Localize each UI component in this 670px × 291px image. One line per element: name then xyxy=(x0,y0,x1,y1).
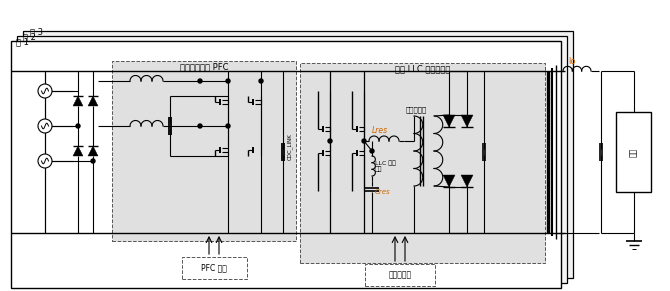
Circle shape xyxy=(362,139,366,143)
Circle shape xyxy=(38,84,52,98)
Text: 相 3: 相 3 xyxy=(30,27,43,36)
Text: CDC_LINK: CDC_LINK xyxy=(287,134,293,160)
Text: 单向 LLC 全桥转换器: 单向 LLC 全桥转换器 xyxy=(395,64,450,73)
Text: 电池: 电池 xyxy=(629,147,638,157)
Circle shape xyxy=(259,79,263,83)
Text: 相 2: 相 2 xyxy=(23,32,36,41)
Polygon shape xyxy=(443,175,455,187)
Text: LLC 储能
电路: LLC 储能 电路 xyxy=(375,160,396,172)
Polygon shape xyxy=(73,146,83,156)
Polygon shape xyxy=(73,96,83,106)
Text: 相 1: 相 1 xyxy=(16,37,29,46)
Circle shape xyxy=(91,159,95,163)
Polygon shape xyxy=(461,115,473,127)
Circle shape xyxy=(198,79,202,83)
Circle shape xyxy=(226,79,230,83)
Bar xyxy=(17,36,567,283)
Circle shape xyxy=(328,139,332,143)
Text: Cres: Cres xyxy=(375,189,391,195)
Text: Lres: Lres xyxy=(372,126,388,135)
Text: 隔离变压器: 隔离变压器 xyxy=(406,106,427,113)
Circle shape xyxy=(38,154,52,168)
Circle shape xyxy=(198,124,202,128)
Bar xyxy=(11,41,561,288)
Circle shape xyxy=(370,149,374,153)
Text: 初级侧门控: 初级侧门控 xyxy=(389,271,411,279)
Bar xyxy=(300,63,545,263)
Text: lo: lo xyxy=(568,57,576,66)
Circle shape xyxy=(76,124,80,128)
Circle shape xyxy=(38,119,52,133)
Polygon shape xyxy=(88,146,98,156)
Circle shape xyxy=(226,124,230,128)
Text: PFC 控制: PFC 控制 xyxy=(201,263,227,272)
Bar xyxy=(182,257,247,279)
Polygon shape xyxy=(461,175,473,187)
Bar xyxy=(365,264,435,286)
Polygon shape xyxy=(88,96,98,106)
Bar xyxy=(616,112,651,192)
Bar xyxy=(112,61,296,241)
Bar xyxy=(23,31,573,278)
Text: 传统的交错式 PFC: 传统的交错式 PFC xyxy=(180,62,228,71)
Polygon shape xyxy=(443,115,455,127)
